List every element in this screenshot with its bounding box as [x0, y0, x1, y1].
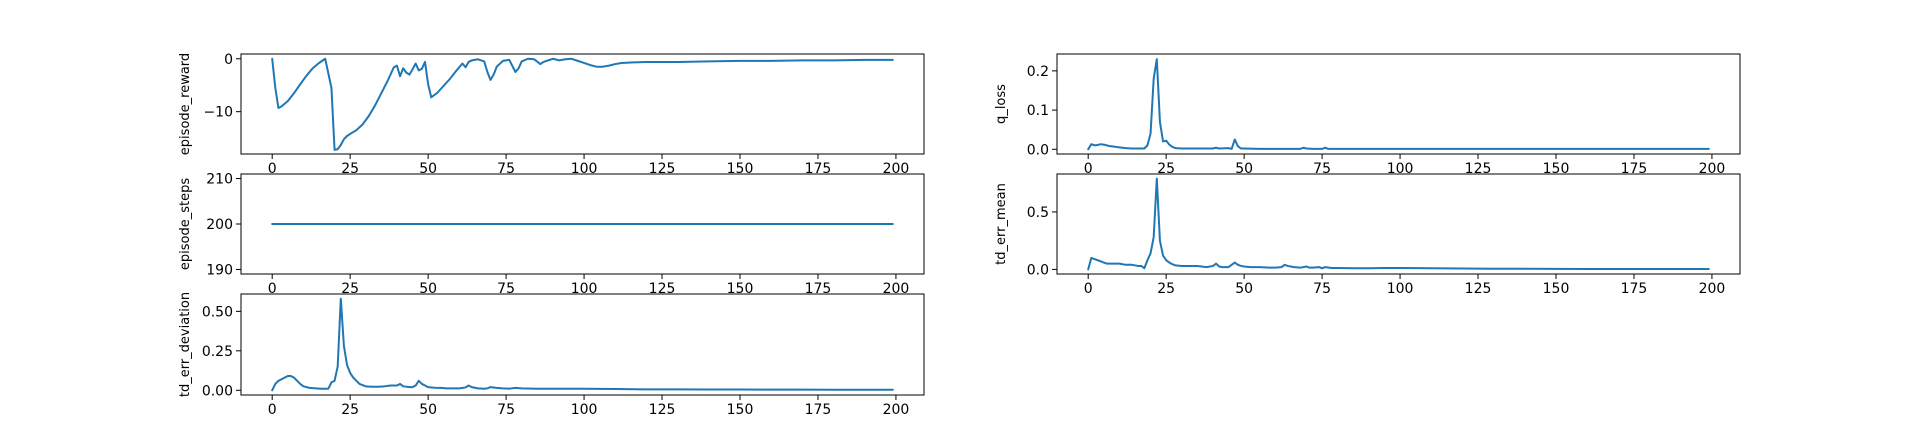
x-tick-label: 200	[883, 402, 910, 418]
x-tick-label: 100	[1387, 281, 1414, 297]
x-tick-label: 25	[341, 281, 359, 297]
x-tick-label: 75	[1313, 161, 1331, 177]
x-tick-label: 125	[649, 281, 676, 297]
y-tick-label: 0.2	[1027, 64, 1049, 80]
y-tick-label: 0.5	[1027, 205, 1049, 221]
x-tick-label: 75	[497, 402, 515, 418]
x-tick-label: 125	[1465, 161, 1492, 177]
x-tick-label: 25	[1157, 161, 1175, 177]
x-tick-label: 25	[341, 402, 359, 418]
x-tick-label: 100	[571, 402, 598, 418]
x-tick-label: 50	[419, 161, 437, 177]
x-tick-label: 100	[571, 281, 598, 297]
series-line-episode_reward	[271, 57, 894, 151]
subplot-episode_steps: 0 25 50 75 100 125 150 175 200 190 200 210 episode_s…	[178, 172, 925, 297]
y-tick-label: 0.50	[202, 304, 233, 320]
x-tick-label: 175	[805, 161, 832, 177]
x-tick-label: 50	[419, 281, 437, 297]
x-tick-label: 200	[1699, 161, 1726, 177]
x-tick-label: 25	[341, 161, 359, 177]
axes-frame	[240, 293, 925, 396]
y-tick-label: 200	[206, 217, 233, 233]
x-tick-label: 0	[1084, 281, 1093, 297]
y-tick-label: 210	[206, 172, 233, 188]
y-axis-label: episode_steps	[178, 178, 193, 270]
x-tick-label: 50	[1235, 281, 1253, 297]
x-tick-label: 50	[419, 402, 437, 418]
x-tick-label: 150	[727, 402, 754, 418]
x-tick-label: 200	[1699, 281, 1726, 297]
y-axis-label: td_err_mean	[994, 183, 1009, 265]
x-tick-label: 0	[1084, 161, 1093, 177]
x-tick-label: 200	[883, 161, 910, 177]
axes-frame	[1056, 53, 1741, 155]
x-tick-label: 100	[1387, 161, 1414, 177]
y-tick-label: 0.1	[1027, 103, 1049, 119]
x-tick-label: 125	[649, 161, 676, 177]
y-tick-label: 0.0	[1027, 142, 1049, 158]
x-tick-label: 150	[727, 161, 754, 177]
series-line-td_err_mean	[1087, 177, 1710, 271]
x-tick-label: 175	[1621, 281, 1648, 297]
x-tick-label: 150	[1543, 161, 1570, 177]
x-tick-label: 175	[805, 281, 832, 297]
series-line-td_err_deviation	[271, 297, 894, 392]
x-tick-label: 0	[268, 281, 277, 297]
y-tick-label: 190	[206, 262, 233, 278]
x-tick-label: 50	[1235, 161, 1253, 177]
x-tick-label: 75	[497, 281, 515, 297]
x-tick-label: 125	[649, 402, 676, 418]
y-axis-label: episode_reward	[178, 53, 193, 155]
y-tick-label: 0	[224, 52, 233, 68]
y-tick-label: −10	[203, 105, 233, 121]
x-tick-label: 25	[1157, 281, 1175, 297]
x-tick-label: 150	[727, 281, 754, 297]
x-tick-label: 100	[571, 161, 598, 177]
y-tick-label: 0.25	[202, 344, 233, 360]
axes-frame	[1056, 173, 1741, 275]
x-tick-label: 175	[805, 402, 832, 418]
x-tick-label: 200	[883, 281, 910, 297]
y-axis-label: q_loss	[994, 84, 1009, 124]
y-axis-label: td_err_deviation	[178, 292, 193, 397]
x-tick-label: 0	[268, 161, 277, 177]
x-tick-label: 175	[1621, 161, 1648, 177]
x-tick-label: 75	[1313, 281, 1331, 297]
subplot-td_err_mean: 0 25 50 75 100 125 150 175 200 0.0 0.5 td_err_mean	[994, 173, 1741, 297]
series-line-q_loss	[1087, 58, 1710, 151]
x-tick-label: 0	[268, 402, 277, 418]
y-tick-label: 0.00	[202, 383, 233, 399]
x-tick-label: 125	[1465, 281, 1492, 297]
subplot-q_loss: 0 25 50 75 100 125 150 175 200 0.0 0.1 0.2 q_loss	[994, 53, 1741, 177]
y-tick-label: 0.0	[1027, 262, 1049, 278]
subplot-td_err_deviation: 0 25 50 75 100 125 150 175 200 0.00 0.25 0.50 td_err…	[178, 292, 925, 418]
x-tick-label: 75	[497, 161, 515, 177]
x-tick-label: 150	[1543, 281, 1570, 297]
subplot-episode_reward: 0 25 50 75 100 125 150 175 200 0 −10 episode_reward	[178, 52, 925, 177]
axes-frame	[240, 53, 925, 155]
